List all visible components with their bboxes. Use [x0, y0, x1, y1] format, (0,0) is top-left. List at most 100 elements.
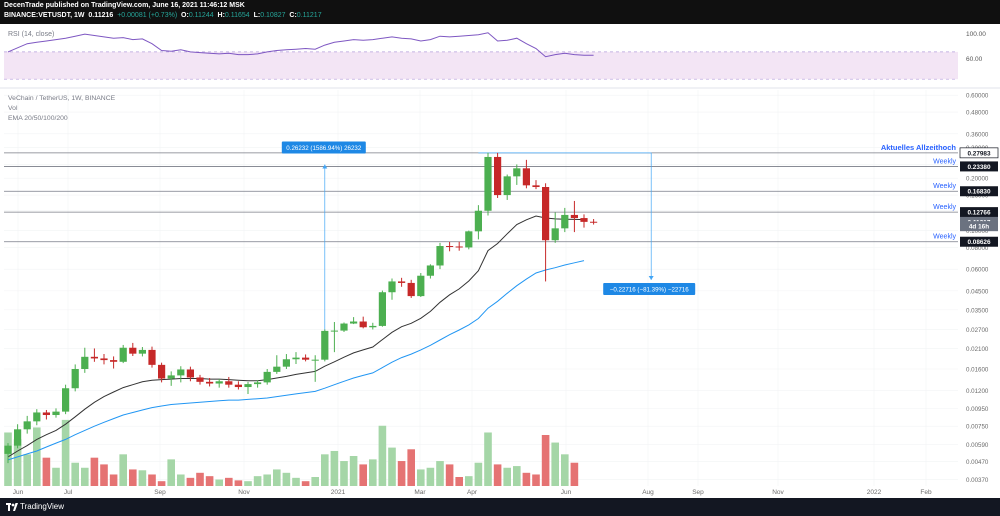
price-tick: 0.06000: [966, 267, 989, 274]
footer-bar: [0, 498, 1000, 516]
candle-body: [62, 388, 70, 412]
price-tag-box: [960, 236, 998, 247]
open-value: 0.11244: [188, 12, 214, 19]
candle-body: [570, 214, 578, 219]
volume-bar: [570, 462, 579, 498]
price-tick: 0.00470: [966, 459, 989, 466]
volume-bar: [407, 449, 415, 498]
candle-body: [426, 265, 434, 276]
volume-bar: [513, 466, 521, 498]
price-tick: 0.00950: [966, 406, 989, 413]
arrow-up-icon: [322, 164, 328, 169]
price-tag: 0.08626: [967, 239, 991, 246]
level-label: Weekly: [933, 183, 956, 190]
volume-bar: [4, 432, 12, 498]
price-tag-box: [960, 207, 998, 218]
volume-bar: [417, 469, 425, 498]
candle-body: [417, 275, 425, 297]
candle-body: [119, 347, 127, 362]
price-change: +0.00081 (+0.73%): [117, 12, 178, 19]
candle-body: [23, 421, 31, 430]
candle-body: [110, 360, 118, 362]
volume-bar: [349, 456, 358, 498]
price-tag: 4d 16h: [969, 224, 989, 231]
candle-body: [244, 384, 252, 388]
time-label: Apr: [467, 489, 478, 496]
price-tick: 0.00590: [966, 442, 989, 449]
candle-body: [494, 156, 502, 196]
volume-bar: [13, 439, 22, 498]
measure-up-text: 0.26232 (1586.94%) 26232: [286, 145, 362, 152]
volume-bar: [23, 454, 31, 498]
measure-down-box: [603, 283, 696, 296]
volume-bar: [522, 472, 531, 498]
candle-body: [474, 210, 482, 232]
candle-body: [292, 357, 300, 360]
chart-panel[interactable]: RSI (14, close) 100.00 60.00 Aktuelles All…: [0, 24, 1000, 498]
candle-body: [522, 168, 530, 186]
volume-bar: [484, 432, 492, 498]
last-price: 0.11216: [88, 12, 114, 19]
candle-body: [378, 292, 386, 326]
candle-body: [263, 371, 271, 383]
volume-bar: [359, 464, 367, 498]
ema-20-line: [7, 215, 585, 458]
volume-bar: [436, 461, 444, 498]
candle-body: [254, 382, 262, 385]
candle-body: [321, 330, 329, 360]
candle-body: [350, 321, 358, 324]
arrow-down-icon: [648, 275, 654, 280]
candle-body: [436, 246, 444, 266]
rsi-tick: 60.00: [966, 56, 983, 63]
candle-body: [311, 359, 319, 361]
candle-body: [177, 369, 185, 376]
candles: [4, 152, 598, 464]
candle-body: [330, 330, 338, 332]
price-tag: 0.27983: [967, 150, 991, 157]
candle-body: [167, 375, 175, 379]
candle-body: [138, 349, 146, 354]
volume-bar: [129, 469, 137, 498]
time-label: Sep: [692, 489, 704, 496]
candle-body: [33, 412, 41, 422]
publish-info: DecenTrade published on TradingView.com,…: [4, 2, 245, 9]
level-label: Weekly: [933, 158, 956, 165]
candle-body: [513, 168, 521, 177]
candle-body: [206, 381, 214, 384]
chart-canvas[interactable]: RSI (14, close) 100.00 60.00 Aktuelles All…: [0, 24, 1000, 498]
volume-bar: [330, 450, 339, 498]
time-label: Feb: [920, 489, 932, 496]
rsi-band: [4, 51, 958, 80]
measure-tools: [322, 152, 654, 361]
close-value: 0.11217: [296, 12, 322, 19]
price-tick: 0.08000: [966, 245, 989, 252]
candle-body: [100, 358, 108, 361]
candle-body: [590, 221, 598, 223]
chart-title: VeChain / TetherUS, 1W, BINANCE: [8, 95, 116, 102]
time-label: Sep: [154, 489, 166, 496]
time-axis-bg: [0, 486, 1000, 498]
volume-bar: [369, 459, 377, 498]
time-label: Nov: [238, 489, 250, 496]
legend-ema: EMA 20/50/100/200: [8, 115, 68, 122]
volume-bar: [561, 454, 569, 498]
volume-bar: [503, 467, 511, 498]
level-label: Weekly: [933, 234, 956, 241]
volume-bar: [378, 425, 387, 498]
price-tick: 0.00370: [966, 477, 989, 484]
legend-volume: Vol: [8, 105, 18, 112]
candle-body: [340, 323, 348, 331]
candle-body: [465, 231, 473, 248]
price-tag: 0.23380: [967, 164, 991, 171]
high-label: H:: [217, 12, 225, 19]
time-label: Aug: [642, 489, 654, 496]
price-tick: 0.48000: [966, 110, 989, 117]
volume-bar: [90, 457, 99, 498]
price-grid: [4, 90, 958, 494]
volume-bar: [71, 462, 79, 498]
candle-body: [225, 381, 233, 385]
volume-bar: [196, 472, 204, 498]
volume-bar: [33, 427, 41, 498]
volume-bar: [282, 472, 291, 498]
